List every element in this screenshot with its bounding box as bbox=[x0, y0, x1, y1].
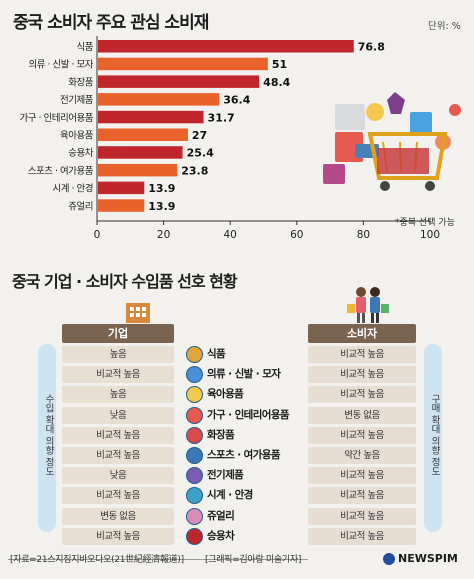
category-icon bbox=[186, 527, 203, 545]
enterprise-preference: 낮음 bbox=[62, 467, 174, 485]
value-label: 23.8 bbox=[181, 164, 208, 177]
bar bbox=[98, 146, 183, 159]
right-side-label: 구매 확대 의향 정도 bbox=[429, 394, 440, 476]
category-name: 식품 bbox=[207, 348, 226, 360]
category-label: 전기제품 bbox=[60, 95, 94, 106]
left-side-bar bbox=[38, 344, 56, 532]
section2-title: 중국 기업 · 소비자 수입품 선호 현황 bbox=[12, 272, 238, 291]
category-name: 육아용품 bbox=[207, 388, 244, 401]
enterprise-preference: 비교적 높음 bbox=[62, 426, 174, 444]
enterprise-preference: 비교적 높음 bbox=[62, 447, 174, 464]
x-tick-label: 40 bbox=[224, 229, 237, 241]
consumer-preference: 비교적 높음 bbox=[308, 426, 416, 444]
enterprise-preference: 비교적 높음 bbox=[62, 487, 174, 505]
footer-divider bbox=[8, 559, 308, 560]
enterprise-preference: 변동 없음 bbox=[62, 507, 174, 525]
category-icon bbox=[186, 507, 203, 525]
chart-note: *중복 선택 가능 bbox=[395, 218, 455, 228]
category-name: 화장품 bbox=[207, 428, 235, 441]
consumer-preference: 변동 없음 bbox=[308, 406, 416, 424]
value-label: 31.7 bbox=[208, 111, 235, 124]
category-icon bbox=[186, 487, 203, 505]
consumer-preference: 비교적 높음 bbox=[308, 467, 416, 485]
category-icon bbox=[186, 406, 203, 424]
category-label: 육아용품 bbox=[60, 131, 94, 142]
bar bbox=[98, 110, 204, 124]
category-label: 승용차 bbox=[68, 147, 93, 159]
bar bbox=[98, 199, 145, 212]
category-label: 식품 bbox=[77, 42, 94, 53]
category-name: 가구 · 인테리어용품 bbox=[207, 408, 290, 421]
bar-chart: 0 20 40 60 80 100 식품 76.8 의류 · 신발 · 모자 51 화장품 48.4 전… bbox=[20, 36, 440, 241]
value-label: 13.9 bbox=[148, 200, 175, 213]
category-label: 화장품 bbox=[68, 77, 93, 88]
unit-label: 단위: % bbox=[428, 21, 461, 32]
category-label: 시계 · 안경 bbox=[52, 183, 93, 195]
x-tick-label: 0 bbox=[94, 229, 101, 241]
category-name: 스포츠 · 여가용품 bbox=[207, 449, 281, 461]
category-icon bbox=[186, 467, 203, 485]
consumer-preference: 비교적 높음 bbox=[308, 507, 416, 525]
consumer-preference: 약간 높음 bbox=[308, 447, 416, 464]
footer-source: [자료=21스지징지바오다오(21世紀經濟報道)] bbox=[10, 555, 184, 565]
category-name: 시계 · 안경 bbox=[207, 489, 253, 502]
x-tick-label: 80 bbox=[357, 229, 370, 241]
value-label: 36.4 bbox=[223, 94, 250, 107]
category-label: 의류 · 신발 · 모자 bbox=[28, 60, 93, 71]
enterprise-preference: 비교적 높음 bbox=[62, 527, 174, 545]
bar bbox=[98, 93, 220, 106]
bar bbox=[98, 75, 260, 88]
category-name: 쥬얼리 bbox=[207, 509, 235, 522]
category-icon bbox=[186, 447, 203, 464]
enterprise-preference: 높음 bbox=[62, 386, 174, 404]
building-icon bbox=[126, 303, 150, 323]
category-icon bbox=[186, 386, 203, 404]
consumer-preference: 비교적 높음 bbox=[308, 346, 416, 363]
x-tick-label: 100 bbox=[420, 229, 440, 241]
chart-title: 중국 소비자 주요 관심 소비재 bbox=[13, 13, 209, 33]
consumer-preference: 비교적 높음 bbox=[308, 366, 416, 384]
category-name: 의류 · 신발 · 모자 bbox=[207, 368, 281, 381]
enterprise-preference: 비교적 높음 bbox=[62, 366, 174, 384]
value-label: 25.4 bbox=[187, 147, 214, 160]
category-icon bbox=[186, 426, 203, 444]
consumer-preference: 비교적 높음 bbox=[308, 386, 416, 404]
value-label: 76.8 bbox=[358, 41, 385, 54]
enterprise-preference: 높음 bbox=[62, 346, 174, 363]
newspim-logo: NEWSPIM bbox=[398, 552, 458, 565]
left-side-label: 수입 확대 의향 정도 bbox=[43, 394, 54, 476]
shopping-illustration bbox=[323, 92, 461, 191]
shoppers-icon bbox=[347, 287, 389, 323]
consumer-preference: 비교적 높음 bbox=[308, 527, 416, 545]
category-label: 스포츠 · 여가용품 bbox=[28, 165, 94, 177]
enterprise-preference: 낮음 bbox=[62, 406, 174, 424]
footer-credit: [그래픽=김아랑 미술기자] bbox=[205, 555, 302, 565]
value-label: 48.4 bbox=[263, 76, 290, 89]
logo-mark-icon bbox=[383, 553, 395, 565]
category-label: 가구 · 인테리어용품 bbox=[20, 113, 94, 124]
consumer-header: 소비자 bbox=[308, 324, 416, 343]
enterprise-header: 기업 bbox=[62, 324, 174, 343]
consumer-preference: 비교적 높음 bbox=[308, 487, 416, 505]
bar bbox=[98, 163, 178, 177]
x-tick-label: 20 bbox=[157, 229, 170, 241]
category-icon bbox=[186, 366, 203, 384]
bar bbox=[98, 40, 354, 53]
right-side-bar bbox=[424, 344, 442, 532]
value-label: 51 bbox=[272, 58, 287, 71]
value-label: 13.9 bbox=[148, 182, 175, 195]
x-tick-label: 60 bbox=[290, 229, 303, 241]
category-icon bbox=[186, 346, 203, 363]
bar bbox=[98, 128, 188, 141]
bar bbox=[98, 181, 145, 195]
bar bbox=[98, 57, 268, 71]
category-name: 승용차 bbox=[207, 529, 235, 542]
category-label: 쥬얼리 bbox=[68, 201, 93, 212]
value-label: 27 bbox=[192, 129, 207, 142]
category-name: 전기제품 bbox=[207, 469, 244, 482]
